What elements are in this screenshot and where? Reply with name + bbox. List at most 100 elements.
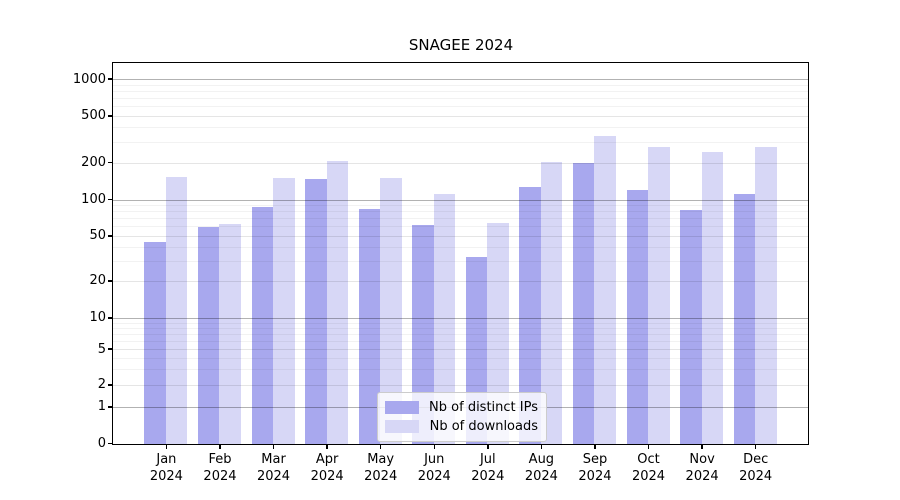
x-tick-mark-oct bbox=[647, 445, 650, 449]
y-tick-mark-100 bbox=[108, 198, 112, 201]
y-tick-mark-1 bbox=[108, 406, 112, 408]
bar-downloads-mar bbox=[273, 178, 295, 444]
legend: Nb of distinct IPs Nb of downloads bbox=[377, 392, 547, 442]
gridline-90 bbox=[113, 205, 808, 207]
y-tick-mark-50 bbox=[108, 235, 112, 237]
bar-downloads-jan bbox=[165, 176, 188, 444]
gridline-4 bbox=[113, 357, 808, 359]
gridline-5 bbox=[113, 349, 808, 351]
bar-distinct-ips-jun bbox=[412, 225, 434, 444]
gridline-30 bbox=[113, 261, 808, 262]
gridline-3 bbox=[113, 369, 808, 371]
y-tick-label-50: 50 bbox=[89, 228, 106, 244]
y-tick-mark-1000 bbox=[108, 78, 112, 80]
bar-downloads-may bbox=[380, 178, 402, 444]
bar-distinct-ips-jan bbox=[144, 241, 166, 444]
x-tick-label-apr: Apr 2024 bbox=[310, 452, 344, 484]
gridline-400 bbox=[113, 127, 808, 129]
legend-swatch-downloads bbox=[385, 420, 419, 433]
x-tick-label-feb: Feb 2024 bbox=[203, 452, 237, 484]
chart-title: SNAGEE 2024 bbox=[408, 36, 514, 54]
gridline-40 bbox=[113, 246, 808, 248]
y-tick-mark-20 bbox=[108, 280, 112, 282]
x-tick-mark-apr bbox=[326, 445, 328, 449]
bar-distinct-ips-aug bbox=[519, 186, 541, 444]
x-tick-label-nov: Nov 2024 bbox=[685, 452, 719, 484]
y-tick-mark-200 bbox=[108, 161, 112, 164]
gridline-6 bbox=[113, 340, 808, 342]
y-tick-mark-0 bbox=[108, 442, 112, 445]
y-tick-label-20: 20 bbox=[89, 273, 106, 289]
x-tick-mark-dec bbox=[754, 445, 757, 449]
bar-distinct-ips-feb bbox=[197, 226, 220, 444]
y-tick-label-1: 1 bbox=[97, 399, 106, 415]
plot-area: Nb of distinct IPs Nb of downloads bbox=[112, 62, 809, 445]
gridline-9 bbox=[113, 322, 808, 324]
x-tick-label-may: May 2024 bbox=[364, 452, 398, 484]
bar-distinct-ips-mar bbox=[251, 207, 274, 444]
x-tick-label-aug: Aug 2024 bbox=[524, 452, 558, 484]
gridline-60 bbox=[113, 226, 808, 228]
gridline-900 bbox=[113, 84, 808, 86]
x-tick-mark-jul bbox=[487, 445, 489, 449]
x-tick-mark-mar bbox=[272, 445, 275, 449]
gridline-2 bbox=[113, 384, 808, 386]
x-tick-label-jan: Jan 2024 bbox=[149, 452, 183, 484]
bar-distinct-ips-apr bbox=[305, 178, 327, 444]
gridline-70 bbox=[113, 218, 808, 220]
y-tick-mark-5 bbox=[108, 348, 112, 350]
x-tick-mark-feb bbox=[219, 445, 221, 449]
y-tick-label-1000: 1000 bbox=[72, 71, 106, 87]
y-tick-label-200: 200 bbox=[81, 155, 106, 170]
y-tick-label-0: 0 bbox=[97, 436, 106, 451]
x-tick-label-sep: Sep 2024 bbox=[578, 452, 612, 484]
x-tick-label-jul: Jul 2024 bbox=[471, 452, 505, 484]
gridline-200 bbox=[113, 162, 808, 164]
gridline-8 bbox=[113, 327, 808, 329]
y-tick-label-100: 100 bbox=[81, 192, 106, 207]
x-tick-label-jun: Jun 2024 bbox=[417, 452, 451, 484]
y-tick-mark-10 bbox=[108, 317, 112, 319]
bar-downloads-jun bbox=[433, 194, 456, 444]
gridline-800 bbox=[113, 91, 808, 93]
legend-label-distinct-ips: Nb of distinct IPs bbox=[429, 400, 538, 415]
grid-layer bbox=[113, 63, 808, 444]
gridline-100 bbox=[113, 199, 808, 201]
gridline-50 bbox=[113, 235, 808, 237]
bar-downloads-sep bbox=[594, 135, 616, 444]
bar-distinct-ips-dec bbox=[733, 193, 756, 444]
gridline-1000 bbox=[113, 79, 808, 81]
legend-swatch-distinct-ips bbox=[385, 401, 419, 414]
legend-row-distinct-ips: Nb of distinct IPs bbox=[385, 398, 538, 417]
gridline-20 bbox=[113, 280, 808, 282]
x-tick-label-oct: Oct 2024 bbox=[631, 452, 666, 484]
bar-distinct-ips-may bbox=[358, 209, 381, 444]
y-tick-mark-2 bbox=[108, 384, 112, 386]
x-tick-mark-jan bbox=[165, 445, 168, 449]
gridline-700 bbox=[113, 98, 808, 100]
x-tick-label-mar: Mar 2024 bbox=[256, 452, 291, 484]
y-tick-label-10: 10 bbox=[89, 310, 106, 326]
x-tick-mark-aug bbox=[540, 445, 543, 449]
gridline-600 bbox=[113, 106, 808, 108]
bars-layer bbox=[113, 63, 808, 444]
bar-distinct-ips-oct bbox=[626, 189, 649, 444]
bar-distinct-ips-sep bbox=[572, 163, 595, 444]
bar-distinct-ips-nov bbox=[680, 210, 702, 444]
legend-row-downloads: Nb of downloads bbox=[385, 417, 538, 436]
gridline-10 bbox=[113, 317, 808, 319]
bar-downloads-aug bbox=[540, 162, 563, 444]
gridline-300 bbox=[113, 141, 808, 143]
bar-downloads-jul bbox=[487, 222, 509, 444]
x-tick-label-dec: Dec 2024 bbox=[739, 452, 773, 484]
bar-downloads-apr bbox=[326, 161, 349, 444]
bar-downloads-oct bbox=[648, 147, 670, 444]
bar-downloads-feb bbox=[219, 224, 241, 444]
x-tick-mark-nov bbox=[701, 445, 703, 449]
y-tick-mark-500 bbox=[108, 115, 112, 117]
y-tick-label-500: 500 bbox=[81, 108, 106, 124]
bar-downloads-dec bbox=[755, 146, 777, 444]
legend-label-downloads: Nb of downloads bbox=[429, 419, 538, 434]
x-tick-mark-may bbox=[379, 445, 382, 449]
